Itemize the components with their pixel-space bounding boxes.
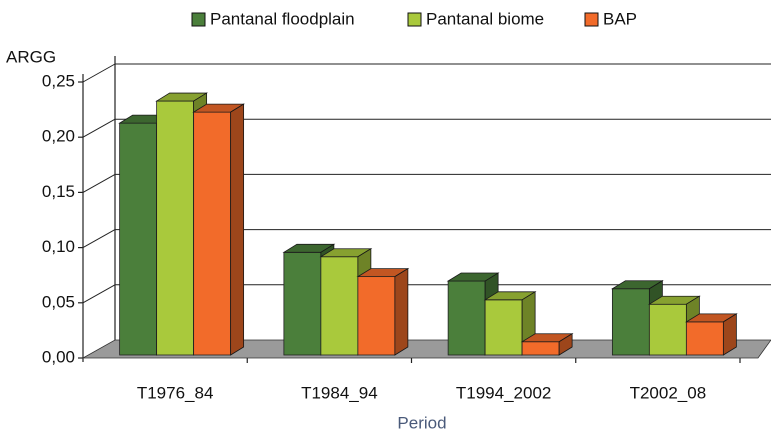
bar [283,251,322,356]
legend-swatch [191,12,206,27]
bar-side [558,333,573,356]
grid-diag [82,173,116,193]
bar [611,288,650,356]
y-axis-label: ARGG [6,47,56,66]
grid-diag [82,118,116,138]
x-axis-label: Period [397,413,446,432]
grid-diag [82,284,116,304]
legend-swatch [584,12,599,27]
y-tick-label: 0,25 [42,71,75,90]
bar [193,111,232,356]
grid-diag [82,229,116,249]
bar [484,299,523,356]
bar [521,341,560,356]
y-tick-label: 0,05 [42,292,75,311]
bar [156,100,195,356]
bar [685,321,724,356]
bar-side [394,267,409,356]
grid-diag [82,63,116,83]
bar [447,280,486,356]
bar [119,122,158,356]
bar [648,303,687,356]
y-tick-label: 0,15 [42,182,75,201]
x-tick-label: T1994_2002 [456,383,551,402]
y-tick-label: 0,10 [42,237,75,256]
floor [81,339,771,359]
x-tick-label: T1976_84 [137,383,214,402]
legend-label: Pantanal floodplain [210,9,355,28]
bar [320,256,359,356]
x-tick-label: T2002_08 [630,383,707,402]
x-tick-label: T1984_94 [301,383,378,402]
legend-label: Pantanal biome [426,9,544,28]
y-tick-label: 0,00 [42,347,75,366]
bar-side [722,313,737,356]
legend-label: BAP [603,9,637,28]
bar-side [230,103,245,356]
legend-swatch [407,12,422,27]
bar [357,276,396,356]
y-tick-label: 0,20 [42,127,75,146]
